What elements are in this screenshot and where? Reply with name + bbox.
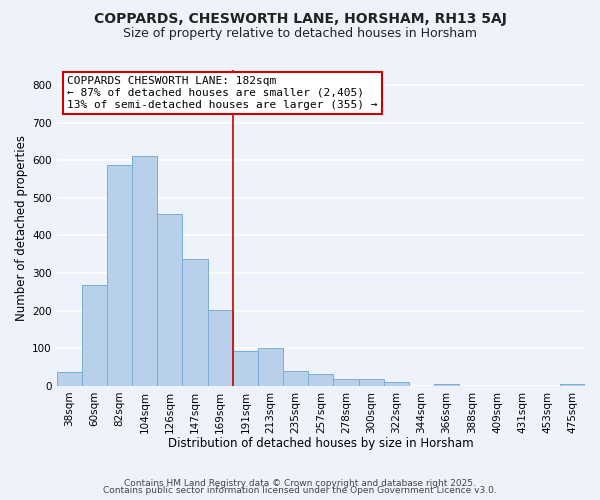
Bar bbox=[233, 352, 258, 386]
Y-axis label: Number of detached properties: Number of detached properties bbox=[15, 135, 28, 321]
X-axis label: Distribution of detached houses by size in Horsham: Distribution of detached houses by size … bbox=[168, 437, 473, 450]
Bar bbox=[82, 286, 107, 386]
Bar bbox=[283, 371, 308, 386]
Text: COPPARDS, CHESWORTH LANE, HORSHAM, RH13 5AJ: COPPARDS, CHESWORTH LANE, HORSHAM, RH13 … bbox=[94, 12, 506, 26]
Text: Contains HM Land Registry data © Crown copyright and database right 2025.: Contains HM Land Registry data © Crown c… bbox=[124, 478, 476, 488]
Bar bbox=[258, 348, 283, 386]
Bar bbox=[560, 384, 585, 386]
Bar bbox=[107, 165, 132, 386]
Bar bbox=[359, 380, 384, 386]
Bar bbox=[384, 382, 409, 386]
Bar bbox=[434, 384, 459, 386]
Text: COPPARDS CHESWORTH LANE: 182sqm
← 87% of detached houses are smaller (2,405)
13%: COPPARDS CHESWORTH LANE: 182sqm ← 87% of… bbox=[67, 76, 378, 110]
Text: Size of property relative to detached houses in Horsham: Size of property relative to detached ho… bbox=[123, 28, 477, 40]
Bar bbox=[157, 214, 182, 386]
Bar bbox=[56, 372, 82, 386]
Bar bbox=[308, 374, 334, 386]
Bar bbox=[334, 380, 359, 386]
Bar bbox=[182, 259, 208, 386]
Bar bbox=[132, 156, 157, 386]
Text: Contains public sector information licensed under the Open Government Licence v3: Contains public sector information licen… bbox=[103, 486, 497, 495]
Bar bbox=[208, 310, 233, 386]
